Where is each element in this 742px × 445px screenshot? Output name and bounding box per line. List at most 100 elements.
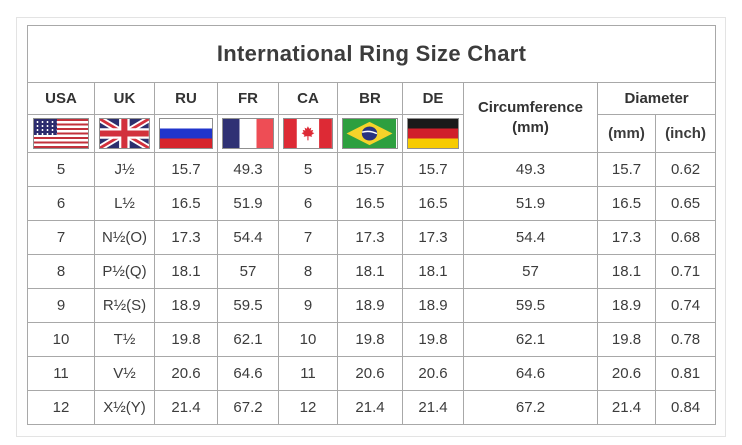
table-cell: 16.5	[337, 186, 403, 221]
usa-flag-icon	[32, 118, 90, 149]
table-cell: 11	[278, 356, 338, 391]
table-cell: 67.2	[217, 390, 279, 425]
table-cell: 18.9	[154, 288, 218, 323]
circumference-label: Circumference	[477, 99, 584, 116]
table-cell: 8	[27, 254, 95, 289]
table-cell: 0.78	[654, 322, 717, 357]
table-cell: 21.4	[402, 390, 464, 425]
table-cell: V½	[94, 356, 155, 391]
table-cell: L½	[94, 186, 155, 221]
table-cell: 12	[27, 390, 95, 425]
table-cell: 18.1	[402, 254, 464, 289]
table-cell: 54.4	[463, 220, 598, 255]
table-cell: 17.3	[402, 220, 464, 255]
table-cell: 0.84	[654, 390, 717, 425]
table-cell: 64.6	[217, 356, 279, 391]
flag-cell-usa	[27, 114, 95, 153]
table-cell: 20.6	[597, 356, 656, 391]
table-cell: N½(O)	[94, 220, 155, 255]
table-cell: 19.8	[337, 322, 403, 357]
table-cell: 20.6	[337, 356, 403, 391]
table-cell: 17.3	[154, 220, 218, 255]
table-cell: 49.3	[463, 152, 598, 187]
table-cell: 12	[278, 390, 338, 425]
table-cell: J½	[94, 152, 155, 187]
table-cell: 0.65	[654, 186, 717, 221]
flag-cell-ru	[154, 114, 218, 153]
table-cell: 16.5	[154, 186, 218, 221]
table-cell: 0.68	[654, 220, 717, 255]
table-cell: 18.9	[597, 288, 656, 323]
flag-cell-ca	[278, 114, 338, 153]
table-cell: 54.4	[217, 220, 279, 255]
table-cell: 18.1	[154, 254, 218, 289]
table-cell: 62.1	[463, 322, 598, 357]
table-cell: 21.4	[154, 390, 218, 425]
table-cell: 17.3	[337, 220, 403, 255]
fr-flag-icon	[222, 118, 274, 149]
table-cell: 15.7	[154, 152, 218, 187]
table-header: International Ring Size Chart USA UK RU …	[26, 25, 717, 153]
ring-size-table: International Ring Size Chart USA UK RU …	[26, 25, 717, 425]
table-cell: 10	[278, 322, 338, 357]
flag-cell-uk	[94, 114, 155, 153]
table-cell: 11	[27, 356, 95, 391]
flag-cell-br	[337, 114, 403, 153]
table-row: 5 J½ 15.7 49.3 5 15.7 15.7 49.3 15.7 0.62	[27, 152, 717, 187]
chart-frame: International Ring Size Chart USA UK RU …	[16, 17, 726, 437]
table-row: 8 P½(Q) 18.1 57 8 18.1 18.1 57 18.1 0.71	[27, 254, 717, 289]
column-header-diameter: Diameter	[596, 82, 717, 115]
table-row: 6 L½ 16.5 51.9 6 16.5 16.5 51.9 16.5 0.65	[27, 186, 717, 221]
table-cell: 59.5	[463, 288, 598, 323]
table-cell: 64.6	[463, 356, 598, 391]
table-cell: 15.7	[337, 152, 403, 187]
table-cell: 0.71	[654, 254, 717, 289]
table-cell: R½(S)	[94, 288, 155, 323]
table-cell: 57	[217, 254, 279, 289]
usa-flag-canton	[33, 119, 57, 135]
table-cell: 62.1	[217, 322, 279, 357]
table-cell: 57	[463, 254, 598, 289]
column-header-circumference: Circumference (mm)	[463, 82, 598, 153]
table-body: 5 J½ 15.7 49.3 5 15.7 15.7 49.3 15.7 0.62 6 L½ 16.5 5…	[27, 152, 717, 425]
table-cell: 18.9	[337, 288, 403, 323]
table-row: 10 T½ 19.8 62.1 10 19.8 19.8 62.1 19.8 0.78	[27, 322, 717, 357]
table-cell: T½	[94, 322, 155, 357]
table-cell: 0.81	[654, 356, 717, 391]
column-header-ca: CA	[278, 82, 338, 115]
table-cell: 5	[27, 152, 95, 187]
table-cell: 15.7	[402, 152, 464, 187]
table-row: 7 N½(O) 17.3 54.4 7 17.3 17.3 54.4 17.3 0.68	[27, 220, 717, 255]
table-cell: 19.8	[154, 322, 218, 357]
table-cell: 0.62	[654, 152, 717, 187]
table-cell: 16.5	[402, 186, 464, 221]
page-title: International Ring Size Chart	[26, 25, 717, 83]
table-cell: 49.3	[217, 152, 279, 187]
table-cell: 51.9	[463, 186, 598, 221]
table-cell: 8	[278, 254, 338, 289]
table-cell: 5	[278, 152, 338, 187]
column-header-usa: USA	[27, 82, 95, 115]
flag-cell-fr	[217, 114, 279, 153]
column-header-diameter-mm: (mm)	[597, 114, 656, 153]
table-cell: 19.8	[597, 322, 656, 357]
table-cell: 59.5	[217, 288, 279, 323]
table-cell: P½(Q)	[94, 254, 155, 289]
table-cell: 51.9	[217, 186, 279, 221]
table-cell: 9	[27, 288, 95, 323]
column-header-de: DE	[402, 82, 464, 115]
table-cell: 7	[278, 220, 338, 255]
table-row: 11 V½ 20.6 64.6 11 20.6 20.6 64.6 20.6 0.81	[27, 356, 717, 391]
table-cell: 7	[27, 220, 95, 255]
table-row: 12 X½(Y) 21.4 67.2 12 21.4 21.4 67.2 21.4 0.84	[27, 390, 717, 425]
table-cell: 19.8	[402, 322, 464, 357]
title-row: International Ring Size Chart	[26, 25, 717, 83]
table-cell: 6	[278, 186, 338, 221]
table-cell: 17.3	[597, 220, 656, 255]
table-cell: 21.4	[337, 390, 403, 425]
column-header-diameter-inch: (inch)	[654, 114, 717, 153]
br-flag-icon	[342, 118, 398, 149]
table-cell: 9	[278, 288, 338, 323]
table-cell: 18.1	[337, 254, 403, 289]
table-cell: 20.6	[402, 356, 464, 391]
